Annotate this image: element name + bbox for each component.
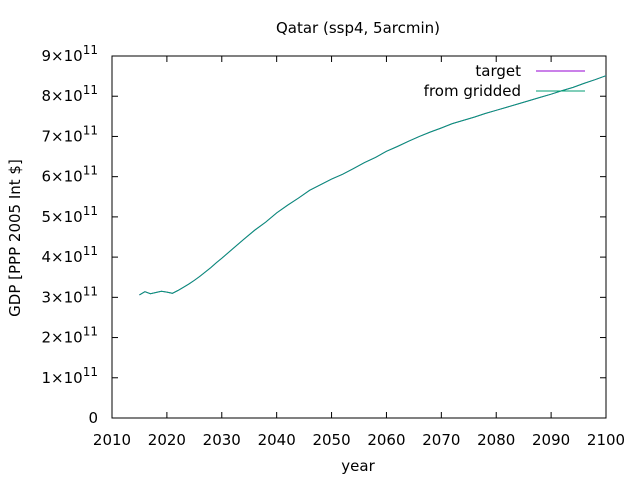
plot-border	[111, 55, 607, 419]
x-tick-label: 2040	[258, 431, 296, 449]
y-tick-label: 6×1011	[42, 164, 98, 186]
series-line	[139, 75, 607, 296]
x-tick-label: 2050	[312, 431, 350, 449]
y-tick-label: 0	[88, 409, 98, 427]
legend-label: target	[475, 62, 521, 80]
y-tick-label: 8×1011	[42, 83, 98, 105]
legend-label: from gridded	[424, 82, 521, 100]
axes: 2010 2020 2030 2040 2050 2060 2070 2080 2090 2100…	[42, 43, 626, 449]
x-tick-label: 2100	[587, 431, 625, 449]
y-axis-label: GDP [PPP 2005 Int $]	[6, 159, 24, 317]
y-tick-label: 2×1011	[42, 325, 98, 347]
y-tick-label: 7×1011	[42, 123, 98, 145]
x-axis-label: year	[341, 457, 375, 475]
x-tick-label: 2090	[532, 431, 570, 449]
x-tick-label: 2060	[367, 431, 405, 449]
x-tick-label: 2010	[93, 431, 131, 449]
y-tick-label: 1×1011	[42, 365, 98, 387]
x-tick-label: 2070	[422, 431, 460, 449]
y-tick-label: 4×1011	[42, 244, 98, 266]
y-tick-label: 3×1011	[42, 284, 98, 306]
y-tick-label: 5×1011	[42, 204, 98, 226]
chart-title: Qatar (ssp4, 5arcmin)	[276, 19, 440, 37]
x-tick-label: 2030	[203, 431, 241, 449]
x-tick-label: 2020	[148, 431, 186, 449]
series-lines	[139, 75, 607, 296]
y-tick-label: 9×1011	[42, 43, 98, 65]
x-tick-label: 2080	[477, 431, 515, 449]
series-line	[139, 75, 607, 296]
legend: target from gridded	[424, 62, 585, 100]
